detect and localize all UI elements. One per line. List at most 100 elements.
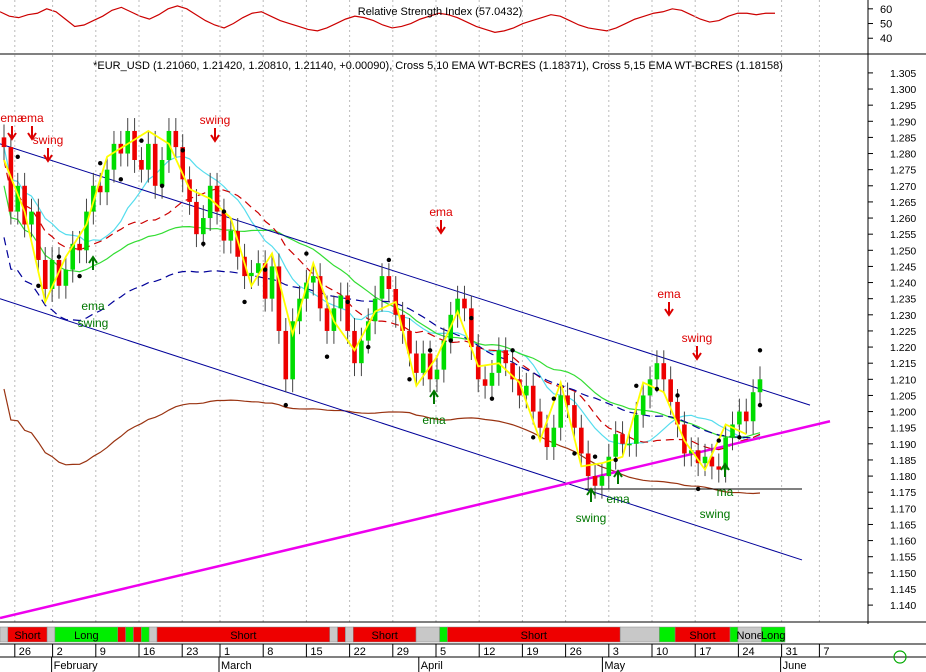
- swing-high-dot: [592, 454, 598, 459]
- candle-body: [304, 282, 309, 299]
- signal-label: Short: [689, 630, 715, 642]
- price-tick-label: 1.280: [890, 149, 916, 161]
- buy-arrow-icon: [429, 389, 439, 404]
- swing-low-dot: [407, 377, 412, 382]
- month-label: March: [221, 660, 252, 672]
- candle-body: [620, 434, 625, 444]
- candle-body: [565, 395, 570, 406]
- candle-body: [661, 363, 667, 380]
- candle-body: [201, 218, 206, 235]
- swing-high-dot: [345, 299, 350, 305]
- swing-high-dot: [716, 438, 721, 443]
- candle-body: [613, 434, 618, 457]
- buy-arrow-icon: [88, 255, 98, 270]
- swing-high-dot: [56, 254, 62, 259]
- candle-body: [558, 395, 563, 428]
- rsi-panel: 60 50 40: [0, 0, 926, 55]
- date-tick-label: 1: [224, 646, 230, 658]
- swing-high-dot: [634, 383, 639, 388]
- candle-body: [345, 295, 350, 331]
- price-tick-label: 1.260: [890, 213, 916, 225]
- sell-arrow-icon: [664, 302, 674, 317]
- swing-low-dot: [757, 402, 763, 408]
- price-tick-label: 1.290: [890, 116, 916, 128]
- price-tick-label: 1.185: [890, 455, 916, 467]
- candle-body: [310, 276, 316, 283]
- swing-low-dot: [695, 486, 701, 492]
- price-tick-label: 1.165: [890, 519, 916, 531]
- candle-body: [496, 350, 502, 373]
- candle-body: [709, 456, 715, 467]
- swing-low-dot: [531, 435, 536, 440]
- candle-body: [97, 185, 103, 193]
- candle-body: [283, 330, 289, 380]
- swing-high-dot: [98, 161, 103, 166]
- price-tick-label: 1.240: [890, 278, 916, 290]
- swing-low-dot: [242, 299, 247, 305]
- month-label: May: [604, 660, 625, 672]
- date-tick-label: 15: [310, 646, 322, 658]
- signal-segment: [117, 626, 126, 643]
- date-tick-label: 29: [397, 646, 409, 658]
- chart-title: *EUR_USD (1.21060, 1.21420, 1.20810, 1.2…: [93, 60, 783, 72]
- candle-body: [524, 385, 529, 396]
- signal-label: Long: [74, 630, 98, 642]
- signal-segment: [439, 626, 448, 643]
- price-tick-label: 1.140: [890, 600, 916, 612]
- swing-low-dot: [36, 283, 41, 288]
- month-label: February: [54, 660, 99, 672]
- swing-high-dot: [427, 348, 433, 353]
- candle-body: [551, 427, 557, 448]
- buy-annotation-label: ema: [81, 299, 105, 313]
- signal-label: Short: [521, 630, 547, 642]
- candle-body: [324, 308, 330, 331]
- candle-body: [702, 456, 708, 464]
- sell-annotation-label: ema: [657, 287, 681, 301]
- sell-annotation-label: ema: [20, 111, 44, 125]
- price-tick-label: 1.225: [890, 326, 916, 338]
- price-tick-label: 1.215: [890, 358, 916, 370]
- candle-body: [386, 276, 392, 290]
- date-tick-label: 3: [613, 646, 619, 658]
- candle-body: [365, 321, 371, 341]
- date-tick-label: 16: [143, 646, 155, 658]
- candle-body: [688, 450, 694, 454]
- candle-body: [180, 147, 185, 180]
- price-tick-label: 1.175: [890, 487, 916, 499]
- signal-segment: [141, 626, 150, 643]
- signal-segment: [329, 626, 338, 643]
- candle-body: [716, 466, 722, 470]
- candle-body: [503, 350, 509, 364]
- price-tick-label: 1.305: [890, 68, 916, 80]
- signal-segment: [133, 626, 142, 643]
- price-tick-label: 1.270: [890, 181, 916, 193]
- date-tick-label: 9: [100, 646, 106, 658]
- candle-body: [228, 230, 234, 241]
- rsi-title: Relative Strength Index (57.0432): [358, 6, 523, 18]
- price-tick-label: 1.220: [890, 342, 916, 354]
- channel-bottom-line: [0, 298, 803, 561]
- candle-body: [544, 427, 550, 448]
- date-tick-label: 7: [823, 646, 829, 658]
- swing-low-dot: [366, 344, 371, 350]
- date-axis: 26 2 9 16 23 1 8 15 22 29 5 12 19 26 3 10 17 24 31 7Februar…: [0, 643, 926, 672]
- candle-body: [537, 411, 543, 428]
- date-tick-label: 5: [440, 646, 446, 658]
- rsi-tick-label: 50: [880, 19, 892, 31]
- signal-segment: [46, 626, 56, 643]
- candle-body: [737, 411, 742, 425]
- signal-segment: [345, 626, 354, 643]
- swing-low-dot: [77, 273, 82, 279]
- candle-body: [269, 266, 275, 299]
- buy-arrow-icon: [720, 462, 730, 477]
- sell-annotation-label: swing: [33, 133, 64, 147]
- candle-body: [407, 330, 412, 354]
- buy-annotation-label: ema: [606, 492, 630, 506]
- price-tick-label: 1.255: [890, 229, 916, 241]
- sell-arrow-icon: [692, 346, 702, 361]
- candle-body: [640, 395, 646, 415]
- price-tick-label: 1.180: [890, 471, 916, 483]
- candle-body: [276, 266, 282, 331]
- candle-body: [695, 450, 701, 464]
